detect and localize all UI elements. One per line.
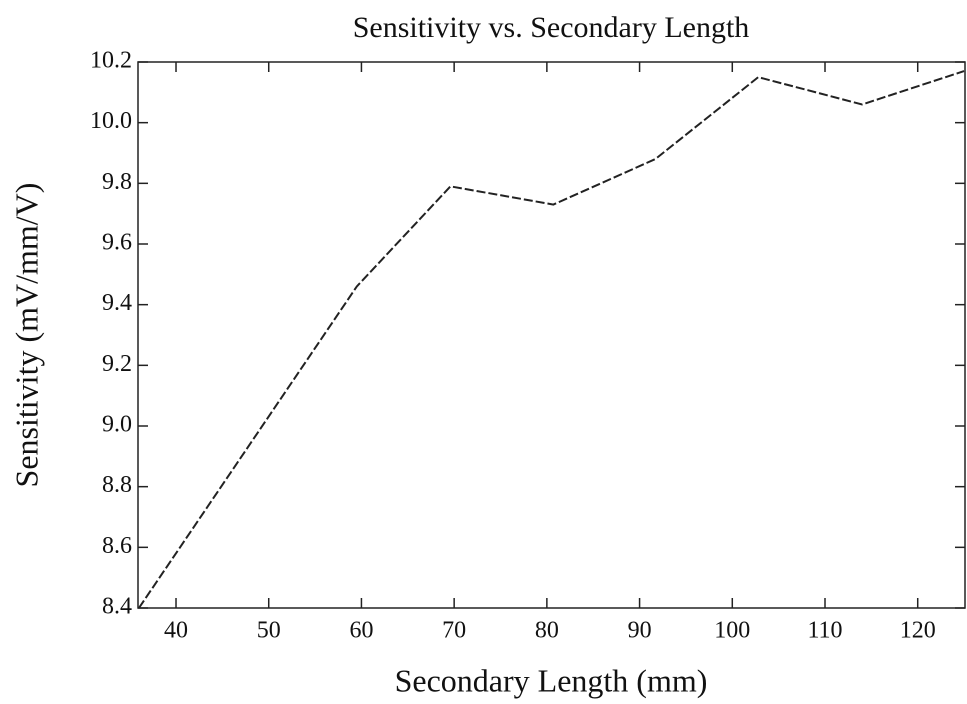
x-tick-label: 60 <box>349 618 373 644</box>
x-tick-label: 40 <box>164 618 188 644</box>
x-tick-label: 110 <box>807 618 842 644</box>
y-tick-label: 10.2 <box>90 48 132 74</box>
x-tick-label: 120 <box>900 618 936 644</box>
x-tick-label: 100 <box>714 618 750 644</box>
y-axis-label: Sensitivity (mV/mm/V) <box>8 183 44 488</box>
line <box>138 70 965 609</box>
y-tick-label: 9.6 <box>102 230 132 256</box>
y-tick-label: 9.2 <box>102 351 132 377</box>
y-tick-label: 10.0 <box>90 108 132 134</box>
x-axis-label: Secondary Length (mm) <box>395 662 708 698</box>
y-tick-label: 9.0 <box>102 412 132 438</box>
x-tick-label: 50 <box>257 618 281 644</box>
y-tick-label: 9.8 <box>102 169 132 195</box>
chart-title: Sensitivity vs. Secondary Length <box>353 11 750 44</box>
x-tick-label: 90 <box>628 618 652 644</box>
y-tick-label: 8.6 <box>102 533 132 559</box>
y-tick-label: 9.4 <box>102 290 132 316</box>
x-tick-label: 80 <box>535 618 559 644</box>
plot-frame <box>137 61 966 609</box>
y-tick-label: 8.8 <box>102 472 132 498</box>
x-tick-label: 70 <box>442 618 466 644</box>
y-tick-label: 8.4 <box>102 594 132 620</box>
